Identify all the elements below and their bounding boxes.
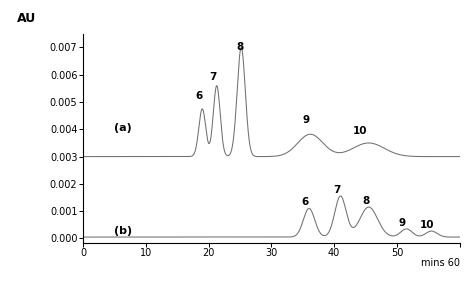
Text: 8: 8	[362, 196, 369, 206]
Text: 6: 6	[301, 197, 308, 207]
Text: 10: 10	[353, 126, 368, 136]
Text: 10: 10	[420, 220, 434, 230]
Text: 9: 9	[399, 217, 406, 228]
Text: 7: 7	[209, 72, 217, 81]
Text: (a): (a)	[114, 124, 132, 133]
Text: 9: 9	[302, 115, 310, 125]
Text: 7: 7	[334, 185, 341, 195]
Text: 6: 6	[195, 91, 203, 101]
Text: (b): (b)	[114, 226, 132, 236]
Text: 8: 8	[237, 41, 244, 52]
Text: AU: AU	[17, 12, 36, 25]
Text: mins 60: mins 60	[421, 257, 460, 268]
